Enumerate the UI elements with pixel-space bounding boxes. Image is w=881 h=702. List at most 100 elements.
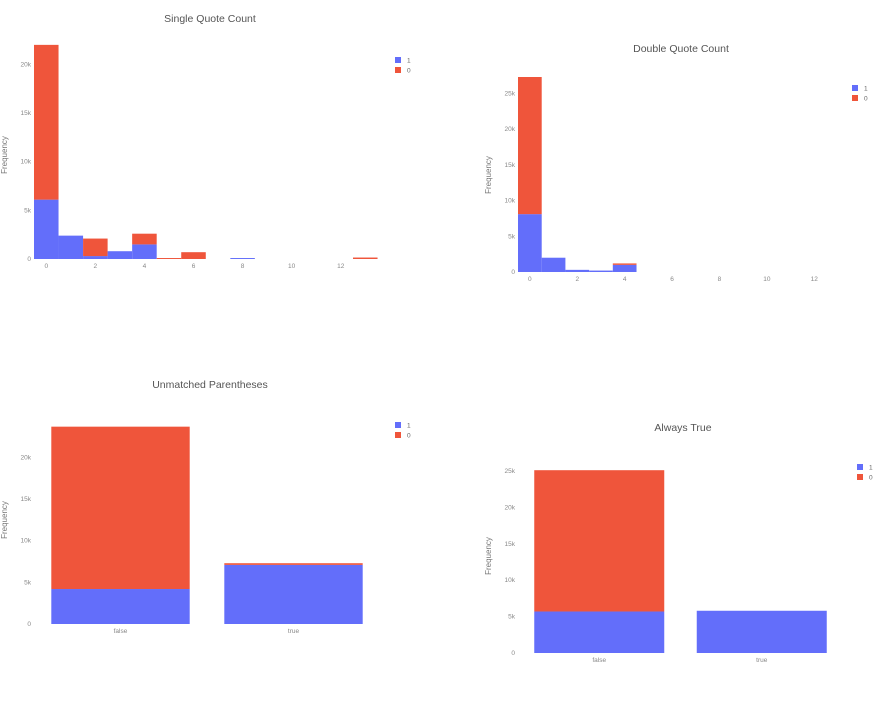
legend-swatch — [395, 432, 401, 438]
bar-series-1[interactable] — [541, 257, 566, 272]
x-tick-label: 0 — [528, 276, 532, 283]
bar-series-1[interactable] — [534, 611, 665, 653]
x-tick-label: 6 — [192, 263, 196, 270]
y-tick-label: 10k — [505, 577, 516, 584]
legend-item-0[interactable]: 0 — [857, 474, 873, 482]
bar-series-0[interactable] — [612, 263, 637, 265]
bar-series-1[interactable] — [696, 610, 827, 653]
legend-swatch — [395, 422, 401, 428]
legend-label: 0 — [869, 475, 873, 482]
legend-item-0[interactable]: 0 — [852, 95, 868, 103]
y-tick-label: 0 — [27, 621, 31, 628]
bar-series-0[interactable] — [181, 252, 206, 259]
bar-series-0[interactable] — [224, 563, 363, 565]
y-tick-label: 20k — [505, 126, 516, 133]
y-axis-label: Frequency — [0, 136, 9, 174]
legend-swatch — [852, 85, 858, 91]
legend-item-1[interactable]: 1 — [852, 85, 868, 93]
bar-series-0[interactable] — [534, 470, 665, 612]
single-quote-chart: Single Quote Count Frequency 0 5k 10k 15k 20k 0… — [0, 13, 411, 270]
x-tick-label: 10 — [288, 263, 296, 270]
bar-series-0[interactable] — [132, 233, 157, 245]
legend: 10 — [857, 464, 873, 482]
y-tick-label: 5k — [24, 579, 32, 586]
legend-item-1[interactable]: 1 — [395, 422, 411, 430]
legend-label: 1 — [864, 86, 868, 93]
y-tick-label: 10k — [21, 159, 32, 166]
y-tick-label: 5k — [508, 614, 516, 621]
x-tick-label: 10 — [763, 276, 771, 283]
legend-item-0[interactable]: 0 — [395, 67, 411, 75]
bar-series-0[interactable] — [518, 77, 542, 215]
legend-item-1[interactable]: 1 — [857, 464, 873, 472]
x-category-label: true — [288, 628, 300, 635]
y-tick-label: 15k — [505, 541, 516, 548]
legend-item-1[interactable]: 1 — [395, 57, 411, 65]
y-axis-label: Frequency — [484, 537, 493, 575]
bar-series-1[interactable] — [83, 256, 108, 259]
x-category-label: false — [114, 628, 128, 635]
legend: 10 — [852, 85, 868, 103]
y-tick-label: 20k — [21, 454, 32, 461]
bar-series-1[interactable] — [58, 235, 84, 259]
y-tick-label: 20k — [505, 504, 516, 511]
bar-series-0[interactable] — [34, 44, 59, 200]
double-quote-chart: Double Quote Count Frequency 0 5k 10k 15k 20k 2… — [484, 43, 868, 283]
legend-item-0[interactable]: 0 — [395, 432, 411, 440]
legend-label: 1 — [869, 465, 873, 472]
bar-series-0[interactable] — [353, 257, 378, 259]
bar-series-0[interactable] — [51, 426, 190, 590]
y-tick-label: 0 — [27, 256, 31, 263]
x-tick-label: 2 — [94, 263, 98, 270]
legend-swatch — [857, 474, 863, 480]
x-category-label: true — [756, 657, 768, 664]
x-tick-label: 4 — [143, 263, 147, 270]
x-tick-label: 12 — [811, 276, 819, 283]
y-tick-label: 5k — [508, 233, 516, 240]
x-tick-label: 12 — [337, 263, 345, 270]
x-tick-label: 8 — [241, 263, 245, 270]
y-tick-label: 25k — [505, 468, 516, 475]
y-tick-label: 15k — [505, 162, 516, 169]
bar-series-1[interactable] — [589, 270, 613, 272]
x-tick-label: 8 — [718, 276, 722, 283]
legend-swatch — [395, 57, 401, 63]
always-true-chart: Always True Frequency 0 5k 10k 15k 20k 25k false… — [484, 422, 873, 664]
y-tick-label: 0 — [511, 269, 515, 276]
bar-series-1[interactable] — [230, 258, 255, 259]
bar-series-0[interactable] — [83, 238, 108, 257]
y-tick-label: 15k — [21, 496, 32, 503]
legend-label: 0 — [864, 96, 868, 103]
legend-swatch — [395, 67, 401, 73]
chart-title: Single Quote Count — [164, 13, 256, 25]
x-tick-label: 6 — [670, 276, 674, 283]
bar-series-1[interactable] — [51, 589, 190, 624]
bar-series-1[interactable] — [518, 214, 542, 272]
legend-swatch — [852, 95, 858, 101]
y-axis-label: Frequency — [0, 501, 9, 539]
y-tick-label: 10k — [505, 198, 516, 205]
y-tick-label: 25k — [505, 90, 516, 97]
bar-series-1[interactable] — [612, 264, 637, 272]
legend-label: 1 — [407, 423, 411, 430]
y-tick-label: 20k — [21, 61, 32, 68]
bar-series-1[interactable] — [132, 244, 157, 259]
unmatched-parentheses-chart: Unmatched Parentheses Frequency 0 5k 10k 15k 2… — [0, 379, 411, 635]
chart-title: Double Quote Count — [633, 43, 729, 55]
bar-series-1[interactable] — [565, 269, 590, 272]
legend-label: 0 — [407, 433, 411, 440]
bar-series-1[interactable] — [107, 251, 133, 259]
bar-series-1[interactable] — [224, 564, 363, 624]
legend-label: 0 — [407, 68, 411, 75]
x-category-label: false — [592, 657, 606, 664]
bar-series-1[interactable] — [34, 199, 59, 259]
legend-label: 1 — [407, 58, 411, 65]
x-tick-label: 2 — [575, 276, 579, 283]
bar-series-0[interactable] — [156, 258, 182, 259]
y-tick-label: 15k — [21, 110, 32, 117]
y-tick-label: 10k — [21, 538, 32, 545]
legend: 10 — [395, 422, 411, 440]
chart-title: Always True — [654, 422, 711, 434]
y-tick-label: 5k — [24, 207, 32, 214]
